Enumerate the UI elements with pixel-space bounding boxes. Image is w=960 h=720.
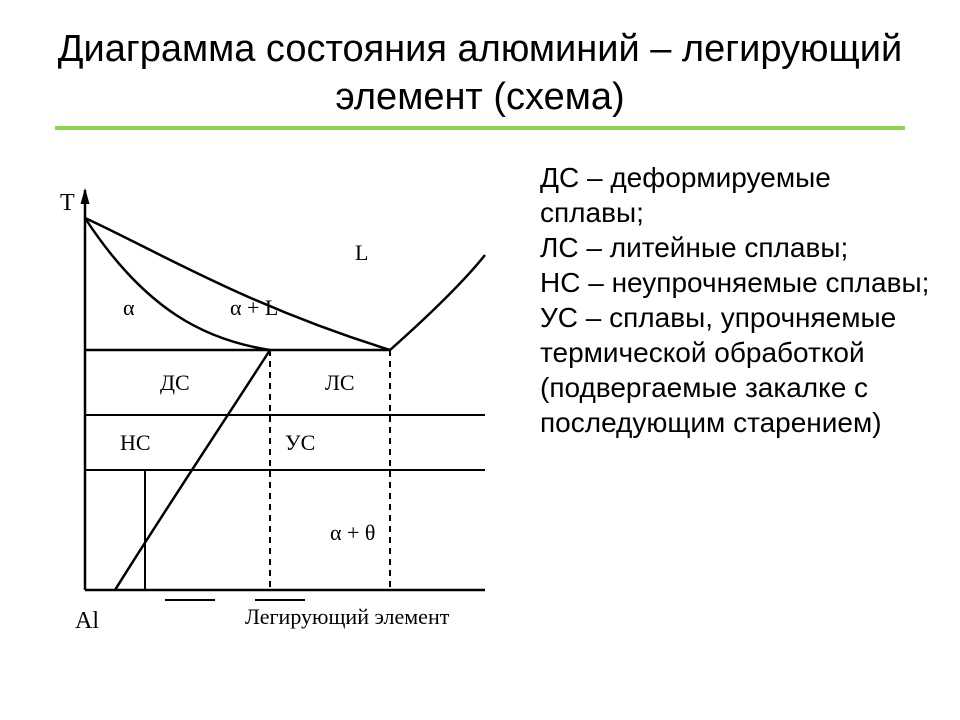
svg-text:ДС: ДС	[160, 370, 190, 395]
title-underline	[55, 126, 905, 130]
svg-text:α: α	[123, 295, 135, 320]
svg-text:УС: УС	[285, 430, 315, 455]
legend-item: ДС – деформируемые сплавы;	[540, 160, 940, 230]
legend-item: УС – сплавы, упрочняемые термической обр…	[540, 300, 940, 440]
svg-text:НС: НС	[120, 430, 151, 455]
legend-item: НС – неупрочняемые сплавы;	[540, 265, 940, 300]
svg-text:ЛС: ЛС	[325, 370, 355, 395]
svg-text:Легирующий элемент: Легирующий элемент	[245, 604, 450, 629]
slide-title-text: Диаграмма состояния алюминий – легирующи…	[55, 20, 905, 121]
legend-item: ЛС – литейные сплавы;	[540, 230, 940, 265]
phase-diagram: T Al Легирующий элемент Lα α + L α + θ ДС ЛС НС У…	[45, 160, 525, 650]
svg-text:L: L	[355, 240, 368, 265]
svg-text:T: T	[60, 190, 75, 216]
slide-title: Диаграмма состояния алюминий – легирующи…	[55, 20, 905, 130]
phase-diagram-svg: T Al Легирующий элемент Lα α + L α + θ ДС ЛС НС У…	[45, 160, 525, 660]
svg-text:α + θ: α + θ	[330, 520, 375, 545]
svg-text:Al: Al	[75, 608, 99, 634]
legend: ДС – деформируемые сплавы;ЛС – литейные …	[540, 160, 940, 440]
svg-text:α + L: α + L	[230, 295, 278, 320]
slide: Диаграмма состояния алюминий – легирующи…	[0, 0, 960, 720]
